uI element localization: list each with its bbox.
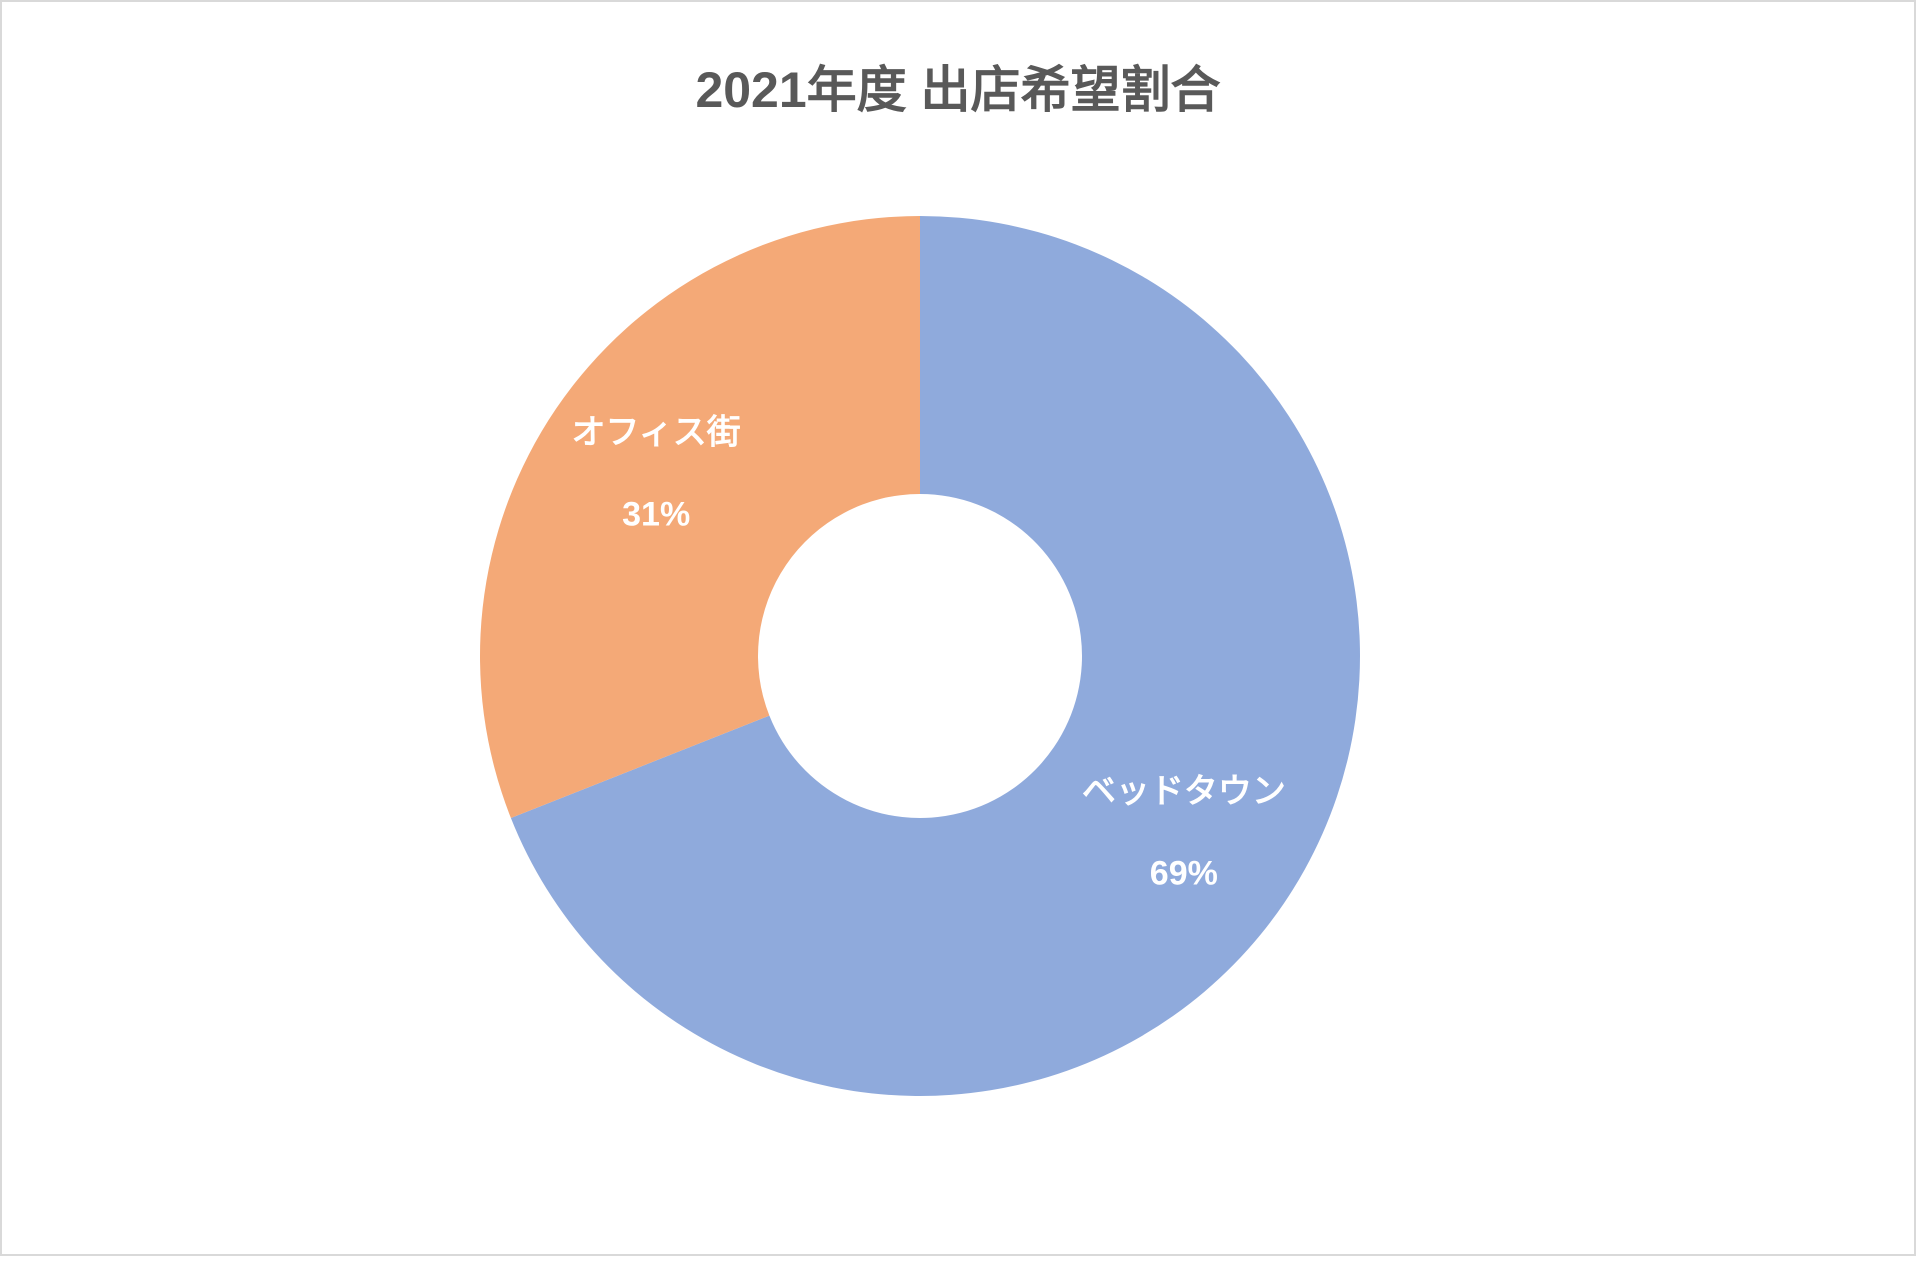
donut-slice	[479, 216, 920, 818]
chart-title: 2021年度 出店希望割合	[695, 62, 1220, 118]
slice-value-label: 31%	[622, 496, 690, 534]
donut-slice	[510, 216, 1361, 1096]
slice-category-label: オフィス街	[571, 414, 740, 452]
slice-category-label: ベッドタウン	[1082, 772, 1286, 810]
slice-value-label: 69%	[1150, 854, 1218, 892]
